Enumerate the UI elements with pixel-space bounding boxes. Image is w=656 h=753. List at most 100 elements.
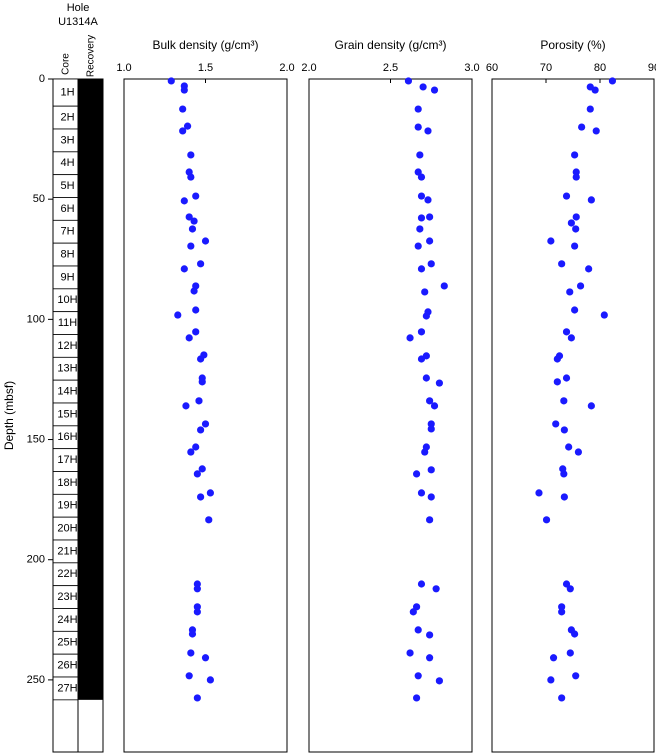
data-point — [567, 334, 575, 342]
data-point — [558, 603, 566, 611]
data-point — [608, 77, 617, 85]
data-point — [421, 448, 429, 456]
data-point — [417, 355, 426, 363]
core-label: 16H — [57, 431, 77, 443]
data-point — [180, 265, 188, 273]
y-tick-label: 150 — [27, 433, 45, 445]
data-point — [571, 306, 579, 314]
core-interval — [52, 78, 79, 107]
x-tick-label: 2.5 — [383, 62, 398, 74]
core-label: 5H — [60, 180, 74, 192]
data-point — [416, 151, 424, 159]
data-point — [187, 242, 195, 250]
data-point — [427, 493, 435, 501]
column-header: Recovery — [86, 35, 97, 77]
data-point — [424, 127, 432, 135]
data-point — [566, 649, 574, 657]
data-point — [571, 242, 579, 250]
data-point — [560, 470, 568, 478]
data-point — [562, 374, 571, 382]
data-point — [417, 173, 426, 181]
core-label: 18H — [57, 477, 77, 489]
data-point — [409, 608, 417, 616]
core-label: 15H — [57, 408, 77, 420]
data-point — [426, 654, 434, 662]
core-label: 8H — [60, 248, 74, 260]
y-tick-label: 200 — [27, 554, 45, 566]
data-point — [547, 676, 555, 684]
core-label: 9H — [60, 271, 74, 283]
data-point — [432, 585, 440, 593]
panel-frame — [491, 78, 655, 753]
core-label: 26H — [57, 659, 77, 671]
data-point — [591, 86, 599, 94]
data-point — [558, 608, 566, 616]
data-point — [192, 306, 200, 314]
x-tick-label: 90 — [648, 62, 656, 74]
core-label: 23H — [57, 591, 77, 603]
data-point — [190, 287, 198, 295]
data-point — [406, 649, 414, 657]
data-point — [201, 654, 210, 662]
core-label: 10H — [57, 294, 77, 306]
data-point — [592, 127, 600, 135]
column-header: Core — [61, 53, 72, 75]
x-tick-label: 3.0 — [464, 62, 479, 74]
core-label: 3H — [60, 134, 74, 146]
data-point — [576, 282, 585, 290]
core-label: 4H — [60, 157, 74, 169]
data-point — [167, 77, 175, 85]
x-tick-label: 1.5 — [198, 62, 213, 74]
y-tick-label: 100 — [27, 313, 45, 325]
data-point — [553, 378, 561, 386]
data-point — [427, 466, 435, 474]
data-point — [572, 225, 580, 233]
panel-title: Bulk density (g/cm³) — [152, 38, 258, 52]
data-point — [558, 694, 566, 702]
y-axis-label: Depth (mbsf) — [2, 381, 16, 450]
data-point — [422, 312, 430, 320]
data-point — [192, 328, 200, 336]
data-point — [547, 237, 555, 245]
core-label: 14H — [57, 385, 77, 397]
data-point — [560, 397, 568, 405]
data-point — [578, 123, 586, 131]
data-point — [600, 311, 608, 319]
data-point — [417, 265, 426, 273]
data-point — [586, 105, 594, 113]
data-point — [542, 516, 551, 524]
data-point — [562, 192, 571, 200]
data-point — [417, 489, 426, 497]
x-tick-label: 1.0 — [116, 62, 131, 74]
data-point — [187, 173, 195, 181]
core-label: 11H — [58, 317, 77, 329]
data-point — [205, 516, 213, 524]
data-point — [571, 630, 579, 638]
data-point — [193, 470, 201, 478]
data-point — [414, 105, 422, 113]
data-point — [185, 334, 193, 342]
data-point — [435, 677, 443, 685]
data-point — [190, 217, 198, 225]
data-point — [572, 173, 580, 181]
data-point — [197, 355, 205, 363]
x-tick-label: 70 — [540, 62, 552, 74]
data-point — [426, 237, 434, 245]
data-point — [404, 77, 413, 85]
data-point — [183, 122, 192, 130]
core-label: 6H — [60, 203, 74, 215]
core-label: 7H — [60, 226, 74, 238]
data-point — [179, 127, 187, 135]
data-point — [185, 672, 193, 680]
x-tick-label: 2.0 — [301, 62, 316, 74]
data-point — [182, 402, 190, 410]
data-point — [192, 192, 200, 200]
data-point — [426, 213, 434, 221]
hole-label: Hole — [67, 2, 90, 14]
data-point — [412, 694, 421, 702]
data-point — [180, 86, 188, 94]
data-point — [414, 672, 422, 680]
data-point — [206, 489, 214, 497]
